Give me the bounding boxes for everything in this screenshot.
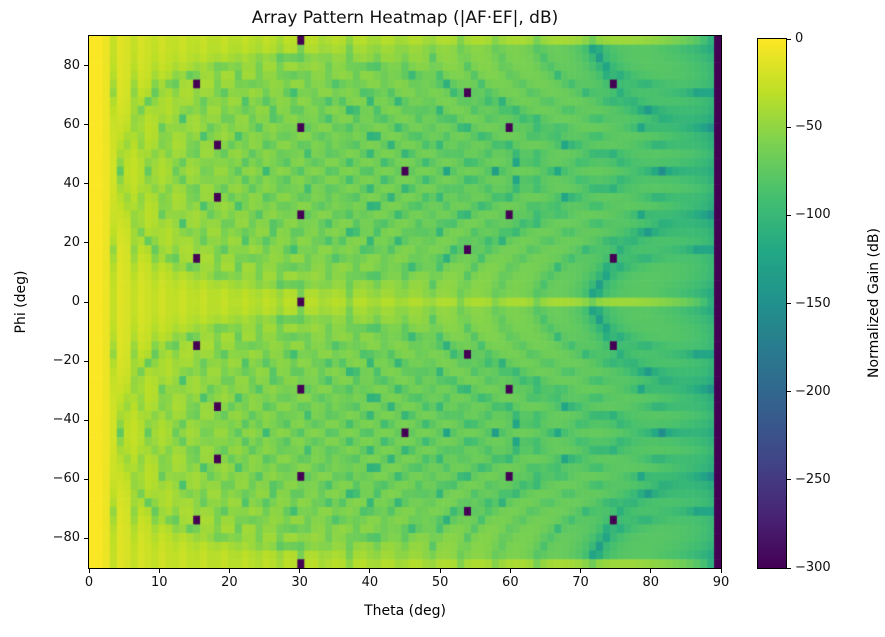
y-tick-label: 20 — [63, 234, 80, 250]
x-tick-label: 0 — [84, 575, 94, 590]
colorbar-tick-label: −300 — [795, 560, 831, 575]
colorbar-tick-label: −100 — [795, 207, 831, 223]
x-tick-mark — [650, 569, 652, 573]
plot-area — [88, 35, 722, 569]
x-tick-label: 60 — [502, 575, 519, 590]
y-tick-mark — [84, 183, 88, 185]
colorbar-tick-mark — [787, 126, 791, 128]
x-tick-label: 80 — [642, 575, 660, 590]
x-tick-label: 10 — [150, 575, 168, 590]
y-tick-mark — [84, 478, 88, 480]
y-tick-label: −40 — [52, 412, 80, 428]
x-tick-mark — [509, 569, 511, 573]
y-tick-label: 0 — [71, 294, 80, 309]
colorbar-tick-label: −50 — [795, 119, 823, 135]
y-tick-label: −20 — [52, 353, 80, 369]
heatmap-canvas — [89, 36, 721, 568]
x-axis-label: Theta (deg) — [364, 603, 446, 619]
x-tick-label: 40 — [361, 575, 379, 590]
colorbar — [757, 38, 787, 569]
colorbar-tick-mark — [787, 479, 791, 481]
colorbar-tick-mark — [787, 391, 791, 393]
colorbar-tick-label: −150 — [795, 295, 831, 311]
colorbar-tick-label: 0 — [795, 31, 804, 46]
colorbar-tick-mark — [787, 303, 791, 304]
colorbar-tick-label: −250 — [795, 471, 831, 487]
chart-title: Array Pattern Heatmap (|AF·EF|, dB) — [251, 8, 559, 28]
x-tick-mark — [369, 569, 371, 573]
x-tick-mark — [580, 569, 582, 573]
x-tick-mark — [299, 569, 301, 573]
x-tick-mark — [228, 569, 230, 573]
y-tick-label: −60 — [52, 471, 80, 487]
y-tick-label: 40 — [63, 175, 80, 191]
x-tick-mark — [158, 569, 160, 573]
x-tick-mark — [720, 569, 722, 573]
y-tick-mark — [84, 537, 88, 539]
y-tick-mark — [84, 65, 88, 67]
x-tick-label: 70 — [572, 575, 589, 590]
y-tick-mark — [84, 301, 88, 303]
x-tick-label: 90 — [712, 575, 730, 590]
y-tick-label: −80 — [52, 530, 80, 546]
colorbar-tick-label: −200 — [795, 383, 831, 399]
colorbar-tick-mark — [787, 567, 791, 569]
x-tick-label: 30 — [291, 575, 308, 590]
x-tick-mark — [88, 569, 90, 573]
colorbar-label: Normalized Gain (dB) — [866, 228, 882, 378]
x-tick-mark — [439, 569, 441, 573]
y-axis-label: Phi (deg) — [13, 270, 29, 334]
colorbar-tick-mark — [787, 214, 791, 216]
colorbar-tick-mark — [787, 38, 791, 40]
y-tick-mark — [84, 124, 88, 126]
y-tick-label: 80 — [63, 57, 80, 73]
x-tick-label: 50 — [431, 575, 449, 590]
x-tick-label: 20 — [221, 575, 238, 590]
y-tick-mark — [84, 419, 88, 421]
y-tick-mark — [84, 242, 88, 244]
y-tick-mark — [84, 360, 88, 362]
y-tick-label: 60 — [63, 116, 80, 132]
